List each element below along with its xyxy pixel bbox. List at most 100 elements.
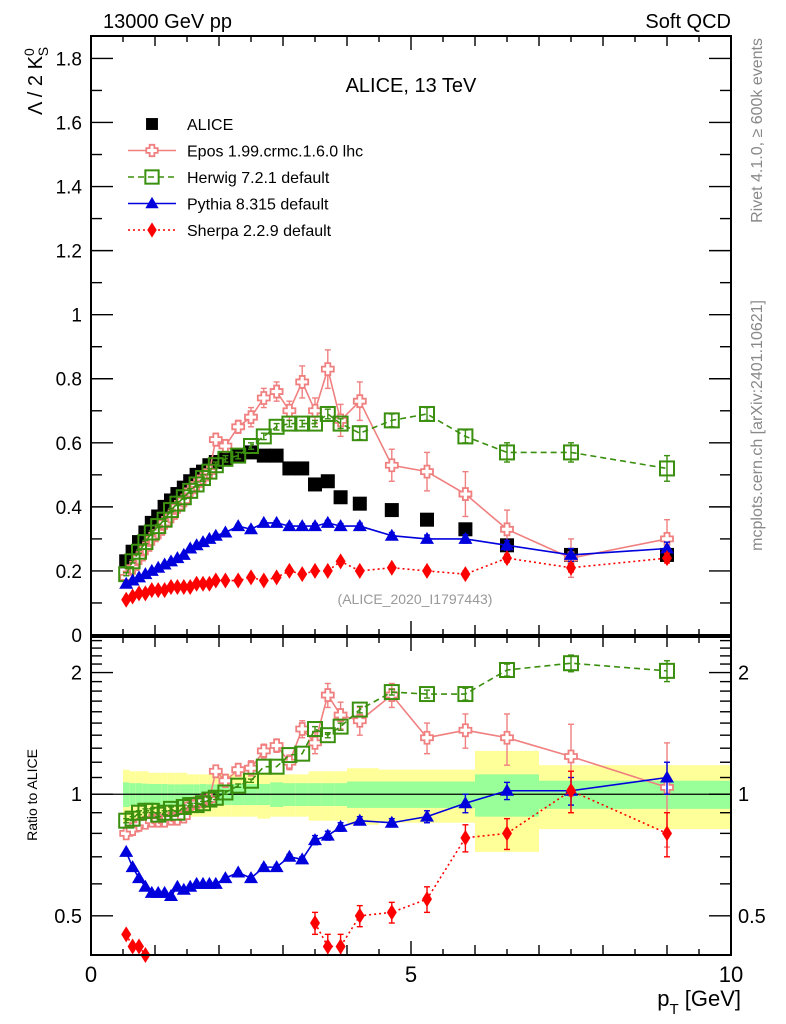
legend-marker [145,196,159,209]
main-pythia-point [269,515,284,528]
x-tick-label: 5 [405,962,417,987]
main-epos-point [660,532,674,546]
main-sherpa-point [246,569,256,586]
main-epos-point [295,375,310,389]
main-herwig-point [243,438,259,455]
main-sherpa-point [220,572,231,589]
x-tick-label: 10 [719,962,743,987]
main-epos-point [352,394,367,409]
y-tick-label: 1.4 [56,178,83,199]
main-herwig-point [307,415,323,432]
ratio-herwig-point [332,718,349,735]
main-sherpa-point [233,572,244,589]
legend-label: Epos 1.99.crmc.1.6.0 lhc [187,144,363,161]
ratio-sherpa-point [121,926,132,943]
ratio-sherpa-point [322,938,333,955]
ratio-sherpa-point [422,891,432,908]
main-pythia-point [384,528,399,541]
ratio-pythia-point [218,871,233,884]
ratio-epos-point [218,773,233,788]
ratio-epos-point [420,730,434,745]
ratio-epos-point [256,744,271,758]
main-epos-point [231,419,246,434]
ratio-pythia-point [308,833,322,846]
ratio-pythia-point [420,809,434,822]
ratio-sherpa-point [127,938,138,955]
ratio-pythia-point [208,876,223,889]
ratio-sherpa-point [662,825,672,842]
ratio-epos-point [308,735,322,750]
y-tick-label-right: 1 [738,784,749,806]
ratio-pythia-point [384,815,399,828]
main-sherpa-point [271,569,282,586]
main-sherpa-point [166,578,176,595]
main-pythia-point [500,538,514,551]
ratio-epos-point [208,764,223,779]
x-label-main: p [657,986,669,1011]
ratio-herwig-line [125,662,668,822]
main-pythia-point [183,541,198,554]
main-pythia-point [218,525,233,538]
main-pythia-point [208,528,223,541]
ratio-herwig-point [319,727,336,744]
mcplots-label: mcplots.cern.ch [arXiv:2401.10621] [749,300,766,551]
main-herwig-point [217,450,234,467]
main-herwig-point [255,428,272,445]
ratio-epos-point [231,762,246,777]
ratio-sherpa-point [134,938,144,955]
header-left-label: 13000 GeV pp [103,11,232,33]
main-pythia-point [282,519,297,532]
y-tick-label: 0 [71,626,82,647]
legend-label: Sherpa 2.2.9 default [187,223,332,240]
main-sherpa-point [191,575,202,592]
main-sherpa-point [153,582,164,599]
main-sherpa-point [172,578,183,595]
ratio-pythia-point [269,860,284,873]
ratio-pythia-point [660,770,674,783]
ratio-herwig-point [230,777,247,794]
ratio-sherpa-point [566,782,576,799]
main-sherpa-point [297,566,308,583]
ratio-herwig-point [419,686,435,703]
main-herwig-point [419,405,435,422]
ratio-pythia-point [119,844,134,857]
ratio-epos-point [320,688,335,702]
main-pythia-point [660,541,674,554]
y-tick-label: 0.2 [56,562,82,583]
ratio-epos-point [333,708,348,722]
main-pythia-point [164,554,178,567]
ratio-sherpa-point [460,829,471,846]
ratio-herwig-point [243,772,259,789]
main-pythia-point [176,547,191,560]
main-sherpa-point [146,582,157,599]
ratio-sherpa-point [354,907,365,924]
main-epos-point [269,384,284,399]
legend-label: Pythia 8.315 default [187,197,329,214]
ratio-pythia-point [132,871,146,884]
main-alice-point [320,474,335,489]
ratio-herwig-point [281,747,298,764]
x-label-sub: T [669,1001,678,1018]
main-epos-point [208,432,223,447]
legend-marker [147,222,157,238]
ratio-herwig-point [351,701,368,718]
main-sherpa-point [386,559,397,576]
legend-marker [144,169,160,185]
main-sherpa-point [354,562,365,579]
main-herwig-point [563,444,579,461]
legend-marker [146,118,158,130]
main-herwig-point [319,405,336,422]
main-herwig-point [457,428,474,445]
main-pythia-point [170,551,185,564]
ratio-sherpa-point [502,825,512,842]
ratio-epos-point [458,723,473,738]
main-sherpa-point [322,562,333,579]
legend-marker [145,143,159,158]
y-tick-label-left: 0.5 [54,906,82,928]
main-herwig-point [659,460,675,477]
main-pythia-point [352,519,367,532]
ratio-sherpa-point [386,904,397,921]
y-tick-label: 0.6 [56,434,82,455]
main-pythia-point [333,519,348,532]
